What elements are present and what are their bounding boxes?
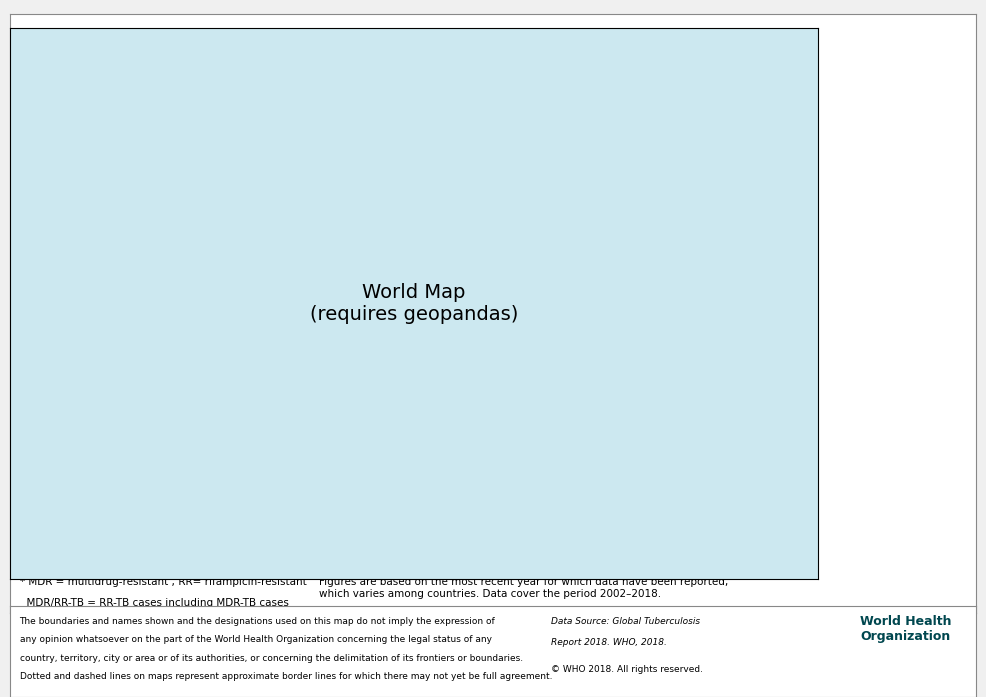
Text: Report 2018. WHO, 2018.: Report 2018. WHO, 2018. <box>551 638 667 647</box>
Text: Percentage of new TB cases with MDR/RR-TB*: Percentage of new TB cases with MDR/RR-T… <box>25 38 486 56</box>
Text: * MDR = multidrug-resistant ; RR= rifampicin-resistant: * MDR = multidrug-resistant ; RR= rifamp… <box>20 577 307 588</box>
Text: Data Source: Global Tuberculosis: Data Source: Global Tuberculosis <box>551 618 700 627</box>
Text: The boundaries and names shown and the designations used on this map do not impl: The boundaries and names shown and the d… <box>20 618 495 627</box>
Text: © WHO 2018. All rights reserved.: © WHO 2018. All rights reserved. <box>551 665 703 674</box>
Text: World Health
Organization: World Health Organization <box>860 615 951 643</box>
Text: any opinion whatsoever on the part of the World Health Organization concerning t: any opinion whatsoever on the part of th… <box>20 636 492 645</box>
Text: World Map
(requires geopandas): World Map (requires geopandas) <box>310 283 519 323</box>
Text: Figures are based on the most recent year for which data have been reported,
whi: Figures are based on the most recent yea… <box>319 577 729 599</box>
Text: MDR/RR-TB = RR-TB cases including MDR-TB cases: MDR/RR-TB = RR-TB cases including MDR-TB… <box>20 598 288 608</box>
Text: country, territory, city or area or of its authorities, or concerning the delimi: country, territory, city or area or of i… <box>20 654 523 663</box>
Text: Dotted and dashed lines on maps represent approximate border lines for which the: Dotted and dashed lines on maps represen… <box>20 672 552 681</box>
